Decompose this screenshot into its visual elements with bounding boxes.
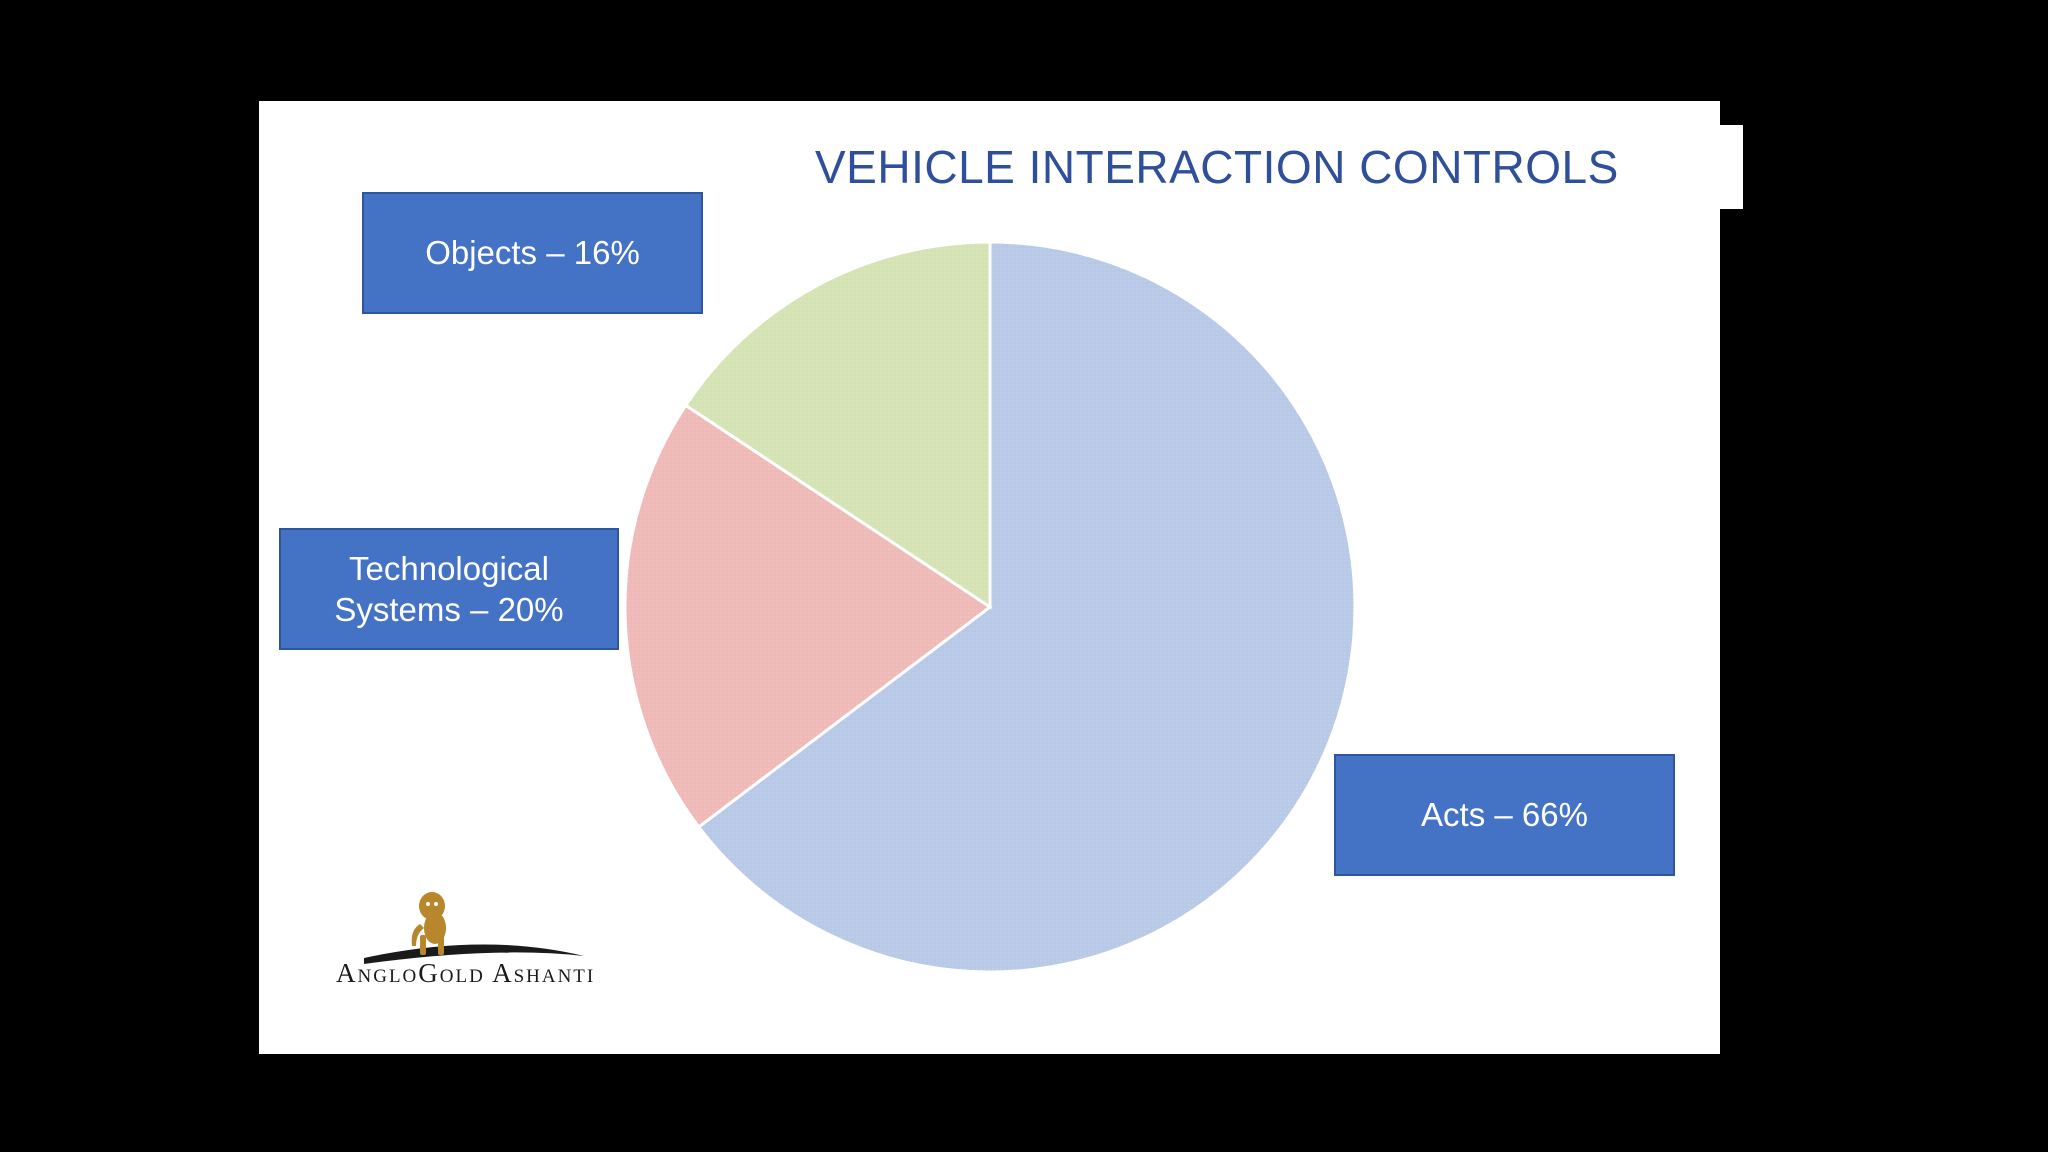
pie-slice-objects-texture [685,242,990,607]
callout-acts-label: Acts – 66% [1421,796,1588,834]
callout-acts: Acts – 66% [1334,754,1675,876]
callout-technological-systems: Technological Systems – 20% [279,528,619,650]
callout-objects-label: Objects – 16% [425,234,640,272]
title-tab [1718,125,1743,209]
pie-slice-technological-systems-texture [625,405,990,827]
logo-text: AngloGold Ashanti [336,958,596,988]
pie-slice-acts-texture [698,242,1355,973]
slide-title: VEHICLE INTERACTION CONTROLS [815,141,1619,193]
lion-logo-icon [364,892,584,964]
callout-objects: Objects – 16% [362,192,703,314]
callout-technological-systems-label: Technological Systems – 20% [334,549,564,628]
